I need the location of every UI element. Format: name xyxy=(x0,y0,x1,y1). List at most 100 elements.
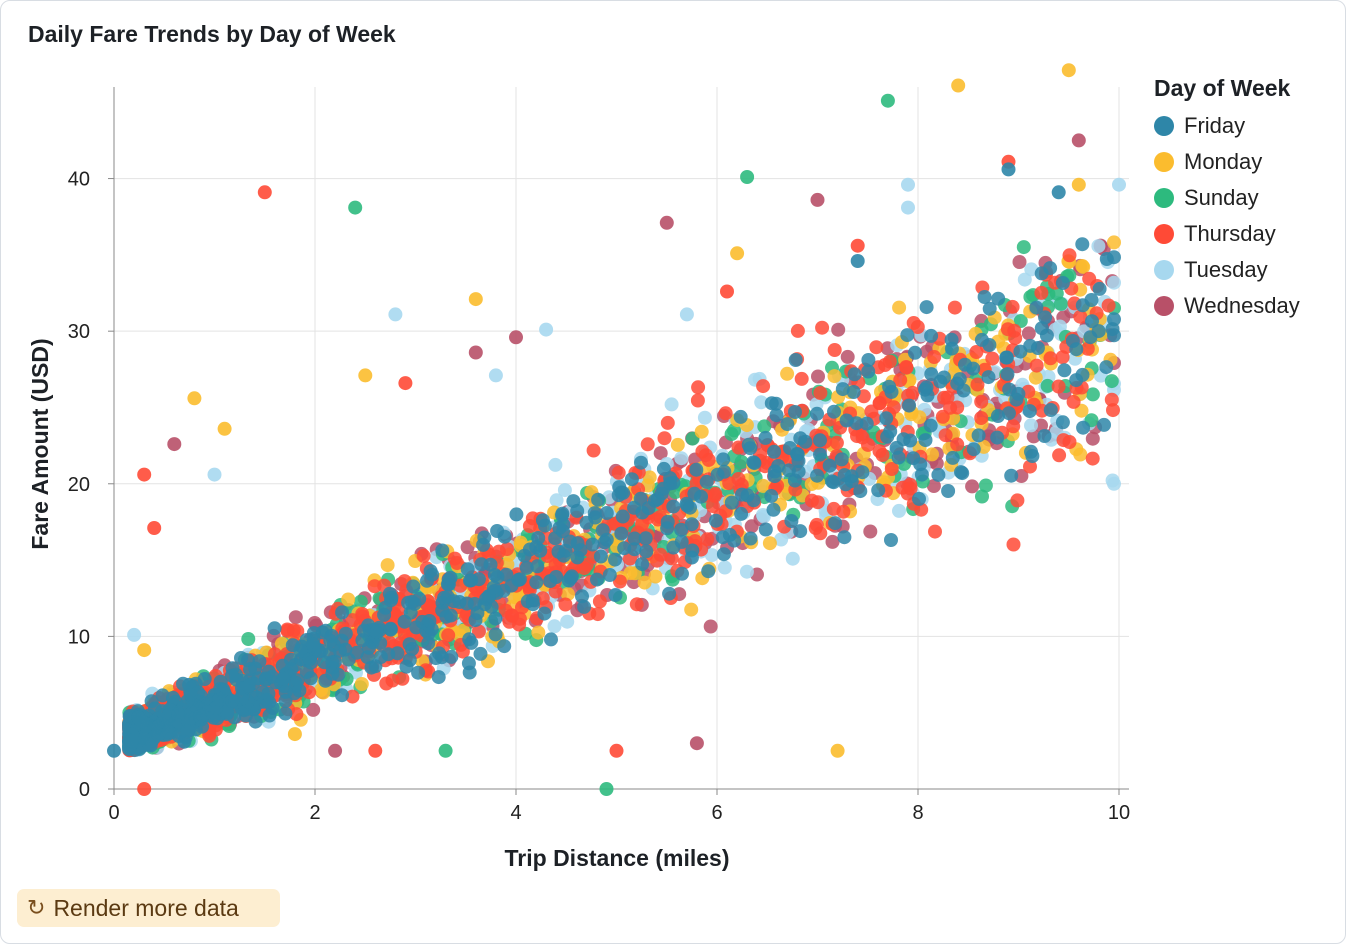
point-friday xyxy=(405,595,419,609)
point-friday xyxy=(332,643,347,658)
point-wednesday xyxy=(167,437,182,452)
point-friday xyxy=(974,332,989,347)
point-sunday xyxy=(978,478,993,493)
point-wednesday xyxy=(840,349,855,364)
point-friday xyxy=(1038,310,1053,325)
point-thursday xyxy=(577,561,592,576)
point-friday xyxy=(908,345,922,360)
point-sunday xyxy=(1085,387,1100,402)
point-thursday xyxy=(137,467,152,482)
legend-label: Tuesday xyxy=(1184,257,1268,282)
point-tuesday xyxy=(664,397,679,412)
point-sunday xyxy=(438,743,453,758)
point-friday xyxy=(303,671,318,686)
point-monday xyxy=(217,421,232,436)
point-friday xyxy=(810,468,825,483)
point-sunday xyxy=(1016,240,1031,255)
point-thursday xyxy=(827,343,842,357)
point-friday xyxy=(422,614,437,628)
point-friday xyxy=(462,632,477,647)
point-tuesday xyxy=(697,410,712,425)
point-friday xyxy=(813,433,827,448)
point-wednesday xyxy=(1071,133,1086,148)
point-friday xyxy=(261,686,276,701)
point-friday xyxy=(529,575,544,590)
point-thursday xyxy=(850,238,865,253)
point-thursday xyxy=(455,644,470,659)
point-friday xyxy=(766,502,781,517)
legend-title: Day of Week xyxy=(1154,75,1291,101)
legend-label: Monday xyxy=(1184,149,1263,174)
point-friday xyxy=(685,543,700,558)
point-thursday xyxy=(500,542,514,556)
point-thursday xyxy=(882,354,897,369)
point-friday xyxy=(722,527,737,542)
point-friday xyxy=(406,579,421,594)
point-friday xyxy=(1022,404,1037,419)
point-friday xyxy=(497,529,512,544)
x-axis-title: Trip Distance (miles) xyxy=(505,845,730,871)
point-friday xyxy=(733,409,748,424)
point-friday xyxy=(248,714,263,729)
point-wednesday xyxy=(659,215,674,230)
point-friday xyxy=(790,447,804,461)
point-friday xyxy=(944,332,959,347)
point-sunday xyxy=(880,93,895,108)
point-friday xyxy=(780,417,795,432)
point-friday xyxy=(828,516,843,531)
point-monday xyxy=(358,368,373,383)
point-friday xyxy=(144,694,159,709)
point-thursday xyxy=(398,376,413,391)
point-tuesday xyxy=(1017,272,1032,287)
point-wednesday xyxy=(811,369,825,384)
point-thursday xyxy=(893,373,908,388)
point-friday xyxy=(473,646,488,661)
point-friday xyxy=(1084,293,1099,307)
point-thursday xyxy=(653,547,668,562)
point-thursday xyxy=(609,743,624,758)
point-friday xyxy=(758,522,773,537)
point-monday xyxy=(1107,235,1121,250)
point-monday xyxy=(827,369,842,384)
point-thursday xyxy=(1006,419,1021,434)
point-friday xyxy=(1069,342,1084,357)
point-friday xyxy=(437,590,452,605)
point-friday xyxy=(971,428,986,443)
point-tuesday xyxy=(207,467,222,482)
point-friday xyxy=(1097,417,1111,432)
point-friday xyxy=(674,534,689,549)
point-monday xyxy=(730,246,745,261)
point-wednesday xyxy=(926,479,941,493)
point-thursday xyxy=(257,185,272,200)
point-thursday xyxy=(1062,435,1077,449)
point-thursday xyxy=(804,493,819,508)
point-thursday xyxy=(718,406,733,421)
point-friday xyxy=(474,557,489,572)
point-friday xyxy=(1030,341,1045,355)
point-friday xyxy=(180,723,195,738)
point-wednesday xyxy=(825,534,840,549)
point-thursday xyxy=(1005,299,1020,314)
point-friday xyxy=(627,500,642,515)
point-sunday xyxy=(975,489,989,504)
point-friday xyxy=(684,517,699,532)
point-friday xyxy=(850,254,865,268)
point-thursday xyxy=(691,380,706,395)
point-friday xyxy=(990,430,1005,445)
legend-item-thursday: Thursday xyxy=(1154,216,1300,252)
point-friday xyxy=(591,492,606,507)
point-friday xyxy=(561,573,576,588)
point-friday xyxy=(701,564,716,579)
point-friday xyxy=(1076,420,1091,435)
point-friday xyxy=(1011,386,1026,401)
point-friday xyxy=(639,544,654,559)
point-friday xyxy=(335,605,350,620)
point-friday xyxy=(544,632,558,647)
point-wednesday xyxy=(1012,255,1027,269)
point-wednesday xyxy=(965,479,980,494)
point-friday xyxy=(641,501,656,516)
point-wednesday xyxy=(689,736,704,751)
point-friday xyxy=(488,627,503,642)
point-friday xyxy=(459,596,474,611)
render-more-button[interactable]: ↻ Render more data xyxy=(17,889,280,927)
